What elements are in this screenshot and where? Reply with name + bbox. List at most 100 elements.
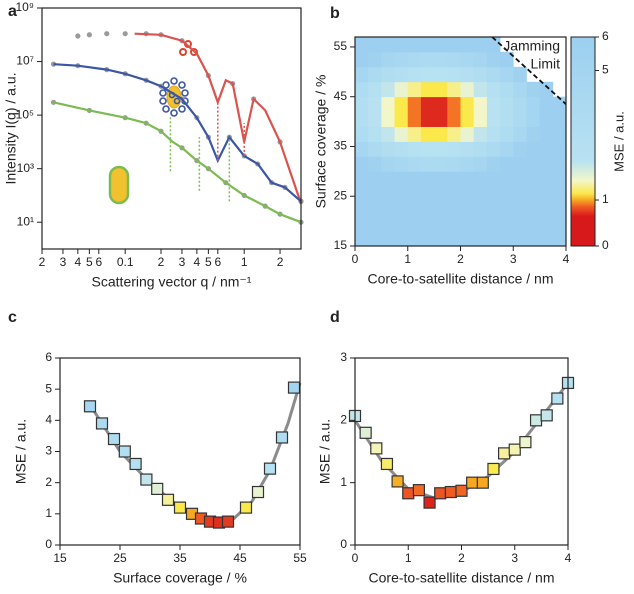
colorbar-tick-label: 6	[602, 29, 609, 43]
panel-letter: b	[330, 5, 340, 22]
heatmap-cell	[434, 66, 448, 83]
heatmap-cell	[552, 96, 567, 113]
heatmap-cell	[447, 141, 461, 157]
x-tick-label: 1	[241, 255, 248, 269]
x-tick-label: 45	[233, 551, 247, 565]
heatmap-cell	[460, 186, 475, 202]
y-tick-label: 3	[340, 350, 347, 364]
y-tick-label: 10¹	[17, 214, 34, 228]
data-point	[476, 476, 489, 489]
heatmap-cell	[500, 126, 514, 142]
heatmap-cell	[420, 201, 435, 217]
data-point	[455, 484, 468, 497]
heatmap-cell	[552, 156, 567, 172]
plot-frame	[354, 357, 569, 546]
x-tick-label: 4	[565, 551, 572, 565]
y-tick-label: 2	[340, 413, 347, 427]
heatmap-cell	[473, 51, 488, 68]
data-point	[83, 400, 97, 413]
fit-line	[134, 32, 303, 204]
x-tick-label: 4	[74, 255, 81, 269]
y-tick-label: 1	[45, 506, 52, 520]
y-tick-label: 1	[340, 475, 347, 489]
heatmap-cell	[434, 201, 448, 217]
heatmap-cell	[368, 201, 382, 217]
colorbar-tick-label: 0	[602, 238, 609, 252]
heatmap-cell	[434, 216, 448, 232]
heatmap-cell	[355, 96, 369, 113]
heatmap-cell	[500, 96, 514, 113]
colorbar	[570, 36, 596, 247]
heatmap-cell	[434, 186, 448, 202]
y-tick-label: 0	[340, 537, 347, 551]
heatmap-cell	[526, 201, 541, 217]
heatmap-cell	[394, 37, 409, 53]
data-point	[434, 487, 447, 500]
heatmap-cell	[552, 171, 567, 187]
heatmap-cell	[460, 66, 475, 83]
y-tick-label: 10⁵	[16, 107, 34, 121]
heatmap-cell	[500, 51, 514, 68]
heatmap-cell	[552, 216, 567, 232]
heatmap-cell	[486, 66, 501, 83]
heatmap-cell	[368, 126, 382, 142]
heatmap-cell	[368, 81, 382, 98]
x-tick-label: 4	[194, 255, 201, 269]
heatmap-cell	[394, 141, 409, 157]
x-tick-label: 0.1	[117, 255, 134, 269]
heatmap-cell	[473, 216, 488, 232]
heatmap-cell	[526, 216, 541, 232]
heatmap-cell	[355, 37, 369, 53]
heatmap-cell	[368, 66, 382, 83]
x-tick-label: 2	[277, 255, 284, 269]
x-tick-label: 25	[113, 551, 127, 565]
x-tick-label: 55	[293, 551, 307, 565]
heatmap-cell	[460, 216, 475, 232]
y-tick-label: 45	[334, 89, 348, 103]
heatmap-cell	[539, 96, 554, 113]
heatmap-cell	[460, 171, 475, 187]
y-axis-label: MSE / a.u.	[13, 419, 29, 484]
x-tick-label: 3	[511, 551, 518, 565]
x-tick-label: 2	[158, 255, 165, 269]
x-tick-label: 3	[510, 252, 517, 266]
data-point	[107, 432, 121, 446]
heatmap-cell	[420, 171, 435, 187]
heatmap-cell	[447, 171, 461, 187]
heatmap-cell	[486, 126, 501, 142]
x-axis-label: Surface coverage / %	[113, 570, 247, 586]
heatmap-cell	[526, 186, 541, 202]
data-point	[151, 482, 164, 495]
data-point	[287, 381, 301, 394]
heatmap-cell	[368, 111, 382, 127]
heatmap-cell	[368, 156, 382, 172]
heatmap-cell	[513, 216, 527, 232]
heatmap-cell	[473, 156, 488, 172]
panel-letter: a	[8, 3, 17, 20]
heatmap-cell	[447, 231, 461, 247]
heatmap-cell	[460, 156, 475, 172]
y-axis-label: MSE / a.u.	[317, 419, 333, 484]
heatmap-cell	[486, 201, 501, 217]
x-tick-label: 2	[458, 551, 465, 565]
heatmap-cell	[407, 171, 422, 187]
x-tick-label: 5	[86, 255, 93, 269]
y-tick-label: 55	[334, 39, 348, 53]
colorbar-label: MSE / a.u.	[611, 111, 626, 172]
data-point	[86, 32, 92, 38]
heatmap-cell	[460, 126, 475, 142]
heatmap-cell	[381, 216, 395, 232]
heatmap-cell	[460, 81, 475, 98]
heatmap-cell	[486, 216, 501, 232]
heatmap-cell	[500, 216, 514, 232]
data-point	[391, 475, 404, 488]
y-tick-label: 3	[45, 444, 52, 458]
heatmap-cell	[473, 201, 488, 217]
heatmap-cell	[486, 156, 501, 172]
heatmap-cell	[486, 111, 501, 127]
x-tick-label: 15	[53, 551, 67, 565]
heatmap-cell	[355, 66, 369, 83]
data-point	[540, 409, 553, 422]
heatmap-cell	[368, 231, 382, 247]
